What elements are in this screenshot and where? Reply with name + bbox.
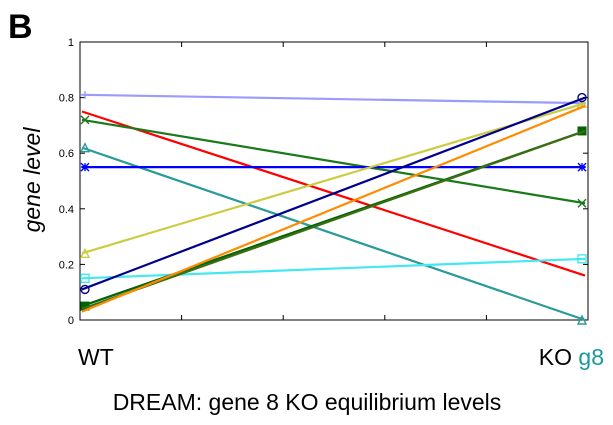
x-category-label: KO g8 xyxy=(539,344,604,370)
data-marker xyxy=(79,142,91,153)
panel-letter: B xyxy=(8,8,33,46)
series-line xyxy=(81,118,586,205)
y-tick-label: 0.8 xyxy=(59,93,74,105)
data-marker xyxy=(81,90,89,99)
y-tick-label: 0.4 xyxy=(59,204,74,216)
series-line xyxy=(81,102,586,255)
x-category-label: WT xyxy=(78,344,114,370)
data-marker xyxy=(577,254,587,264)
plot-area: 0 0.2 0.4 0.6 0.8 1 WT KO g8 xyxy=(59,37,604,370)
series-line xyxy=(81,129,586,310)
y-tick-label: 0.2 xyxy=(59,259,74,271)
y-tick-label: 1 xyxy=(68,37,74,49)
series-line xyxy=(81,96,586,291)
data-marker xyxy=(80,162,90,172)
data-marker xyxy=(80,115,90,125)
data-marker xyxy=(577,92,587,103)
data-marker xyxy=(80,273,90,283)
chart-caption: DREAM: gene 8 KO equilibrium levels xyxy=(113,389,502,415)
data-marker xyxy=(576,314,588,325)
y-tick-label: 0.6 xyxy=(59,148,74,160)
data-marker xyxy=(577,198,587,208)
series-line xyxy=(81,104,586,313)
data-marker xyxy=(79,247,91,258)
y-tick-label: 0 xyxy=(68,315,74,327)
series-line xyxy=(81,93,586,105)
data-marker xyxy=(577,162,587,172)
series-line xyxy=(81,257,586,280)
series-line xyxy=(81,146,586,322)
y-axis-label: gene level xyxy=(19,127,45,233)
plot-frame xyxy=(79,41,589,321)
data-marker xyxy=(80,284,90,295)
